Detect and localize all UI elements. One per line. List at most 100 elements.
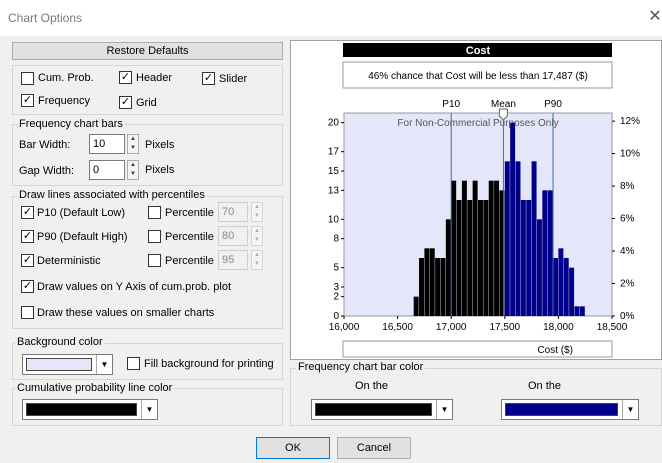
histogram-bar [445, 219, 451, 316]
percentile-1-stepper[interactable]: ▲ ▼ [251, 202, 263, 222]
title-bar [0, 0, 662, 36]
percentile-3-input[interactable]: 95 [218, 250, 248, 270]
y-tick-label: 8 [333, 234, 339, 245]
y-tick-label: 10 [328, 214, 340, 225]
p90-checkbox[interactable]: ✓ [21, 230, 34, 243]
slider-checkbox[interactable]: ✓ [202, 72, 215, 85]
bar-color-right-label: On the [528, 380, 562, 392]
bar-width-input[interactable]: 10 [89, 134, 125, 154]
histogram-bar [563, 258, 569, 316]
percentile-3-stepper[interactable]: ▲ ▼ [251, 250, 263, 270]
histogram-bar [542, 190, 548, 316]
fill-background-checkbox[interactable] [127, 357, 140, 370]
up-arrow-icon[interactable]: ▲ [130, 162, 136, 168]
watermark-text: For Non-Commercial Purposes Only [397, 118, 558, 129]
histogram-bar [526, 200, 532, 316]
draw-on-axis-checkbox[interactable]: ✓ [21, 280, 34, 293]
chevron-down-icon[interactable]: ▼ [436, 400, 452, 419]
percentile-2-stepper[interactable]: ▲ ▼ [251, 226, 263, 246]
background-color-group [12, 343, 283, 380]
p10-checkbox[interactable]: ✓ [21, 206, 34, 219]
bar-color-left-select[interactable]: ▼ [311, 399, 453, 420]
grid-checkbox[interactable]: ✓ [119, 96, 132, 109]
cum-line-color-select[interactable]: ▼ [22, 399, 158, 420]
up-arrow-icon[interactable]: ▲ [254, 228, 260, 234]
histogram-bar [520, 200, 526, 316]
draw-smaller-checkbox[interactable] [21, 306, 34, 319]
x-tick-label: 16,500 [382, 322, 413, 333]
histogram-bar [440, 258, 446, 316]
cum-prob-checkbox[interactable] [21, 72, 34, 85]
y-tick-label: 0 [333, 311, 339, 322]
deterministic-label: Deterministic [37, 255, 101, 267]
histogram-bar [574, 306, 580, 316]
histogram-bar [461, 180, 467, 316]
bar-color-right-select[interactable]: ▼ [501, 399, 639, 420]
gap-width-unit: Pixels [145, 164, 175, 176]
frequency-label: Frequency [38, 95, 90, 107]
gap-width-stepper[interactable]: ▲ ▼ [127, 160, 139, 180]
cancel-button[interactable]: Cancel [337, 437, 411, 459]
percentile-1-input[interactable]: 70 [218, 202, 248, 222]
histogram-bar [467, 200, 473, 316]
background-color-legend: Background color [15, 336, 105, 348]
chevron-down-icon[interactable]: ▼ [96, 355, 112, 374]
chevron-down-icon[interactable]: ▼ [141, 400, 157, 419]
down-arrow-icon[interactable]: ▼ [130, 145, 136, 151]
gap-width-input[interactable]: 0 [89, 160, 125, 180]
up-arrow-icon[interactable]: ▲ [254, 204, 260, 210]
histogram-bar [515, 161, 521, 316]
marker-label-p90: P90 [544, 99, 562, 110]
bar-color-right-swatch [505, 403, 618, 416]
histogram-bar [451, 180, 457, 316]
y2-tick-label: 6% [620, 214, 635, 225]
frequency-checkbox[interactable]: ✓ [21, 94, 34, 107]
background-color-select[interactable]: ▼ [22, 354, 113, 375]
histogram-bar [478, 200, 483, 316]
chevron-down-icon[interactable]: ▼ [622, 400, 638, 419]
slider-label: Slider [219, 73, 248, 85]
up-arrow-icon[interactable]: ▲ [130, 136, 136, 142]
draw-on-axis-label: Draw values on Y Axis of cum.prob. plot [37, 281, 232, 293]
p90-label: P90 (Default High) [37, 231, 128, 243]
percentile-2-checkbox[interactable] [148, 230, 161, 243]
x-tick-label: 17,000 [436, 322, 467, 333]
down-arrow-icon[interactable]: ▼ [254, 213, 260, 219]
bar-width-label: Bar Width: [19, 139, 71, 151]
percentile-2-input[interactable]: 80 [218, 226, 248, 246]
histogram-bar [429, 248, 435, 316]
histogram-bar [547, 190, 553, 316]
histogram-bar [435, 258, 441, 316]
restore-defaults-button[interactable]: Restore Defaults [12, 42, 283, 60]
x-tick-label: 16,000 [329, 322, 360, 333]
histogram-bar [413, 296, 419, 316]
histogram-bar [472, 180, 478, 316]
grid-label: Grid [136, 97, 157, 109]
ok-button[interactable]: OK [256, 437, 330, 459]
down-arrow-icon[interactable]: ▼ [254, 237, 260, 243]
y-tick-label: 2 [333, 292, 339, 303]
y-tick-label: 15 [328, 166, 340, 177]
chart-title-bar [343, 43, 612, 57]
chart-plot-area: For Non-Commercial Purposes Only P10 Mean P… [328, 99, 640, 358]
histogram-bar [569, 267, 575, 316]
down-arrow-icon[interactable]: ▼ [254, 261, 260, 267]
histogram-bar [579, 306, 585, 316]
chart-title: Cost [466, 45, 491, 57]
fill-background-label: Fill background for printing [144, 358, 274, 370]
close-icon[interactable]: ✕ [648, 8, 662, 25]
header-checkbox[interactable]: ✓ [119, 71, 132, 84]
histogram-bar [558, 248, 564, 316]
histogram-bar [499, 190, 505, 316]
histogram-bar [553, 258, 558, 316]
bar-width-stepper[interactable]: ▲ ▼ [127, 134, 139, 154]
down-arrow-icon[interactable]: ▼ [130, 171, 136, 177]
histogram-bar [504, 161, 510, 316]
bar-color-legend: Frequency chart bar color [296, 361, 426, 373]
deterministic-checkbox[interactable]: ✓ [21, 254, 34, 267]
histogram-bar [424, 248, 430, 316]
histogram-bar [488, 180, 494, 316]
percentile-3-checkbox[interactable] [148, 254, 161, 267]
up-arrow-icon[interactable]: ▲ [254, 252, 260, 258]
percentile-1-checkbox[interactable] [148, 206, 161, 219]
